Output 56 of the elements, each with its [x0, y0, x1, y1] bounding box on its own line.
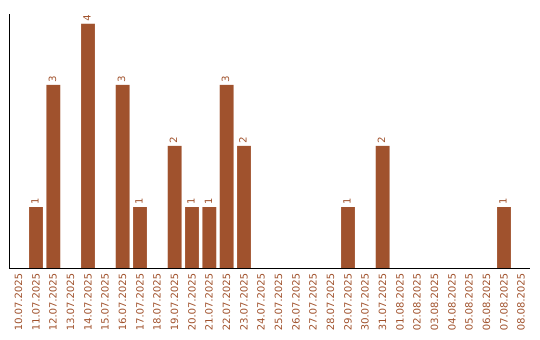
x-tick-label: 29.07.2025: [343, 273, 354, 330]
x-tick-label: 23.07.2025: [239, 273, 250, 330]
bar: [29, 206, 43, 268]
x-tick-label: 16.07.2025: [118, 273, 129, 330]
x-tick-label: 13.07.2025: [66, 273, 77, 330]
x-tick-label: 24.07.2025: [256, 273, 268, 330]
x-tick-label: 03.08.2025: [430, 273, 441, 330]
x-tick-label: 20.07.2025: [187, 273, 198, 330]
bar: [376, 146, 390, 268]
data-label: 1: [204, 198, 215, 204]
x-tick-label: 01.08.2025: [395, 273, 406, 330]
x-tick-label: 06.08.2025: [482, 273, 493, 330]
data-label: 1: [498, 198, 510, 204]
x-tick-label: 15.07.2025: [100, 273, 112, 330]
x-tick-label: 31.07.2025: [378, 273, 389, 330]
bar: [185, 206, 199, 268]
x-tick-label: 27.07.2025: [308, 273, 320, 330]
bar: [81, 24, 95, 268]
data-label: 1: [186, 198, 198, 204]
bar: [133, 206, 147, 268]
x-tick-label: 18.07.2025: [152, 273, 164, 330]
bar: [497, 206, 511, 268]
bar: [116, 84, 130, 268]
bar: [220, 84, 234, 268]
x-tick-label: 10.07.2025: [14, 273, 25, 330]
bar: [341, 206, 355, 268]
x-tick-label: 19.07.2025: [170, 273, 181, 330]
x-tick-label: 04.08.2025: [447, 273, 458, 330]
x-tick-label: 21.07.2025: [204, 273, 216, 330]
data-label: 3: [48, 75, 59, 82]
data-label: 3: [221, 75, 232, 82]
x-tick-label: 05.08.2025: [464, 273, 476, 330]
x-tick-label: 07.08.2025: [499, 273, 510, 330]
x-tick-label: 12.07.2025: [48, 273, 60, 330]
data-label: 3: [117, 75, 128, 82]
data-label: 2: [377, 136, 388, 143]
data-label: 1: [30, 198, 42, 204]
x-tick-label: 17.07.2025: [135, 273, 146, 330]
bar: [46, 84, 60, 268]
bar: [168, 146, 182, 268]
x-tick-label: 11.07.2025: [31, 273, 42, 330]
data-label: 2: [238, 136, 250, 143]
x-tick-label: 28.07.2025: [326, 273, 337, 330]
x-tick-label: 30.07.2025: [360, 273, 372, 330]
x-tick-label: 25.07.2025: [274, 273, 285, 330]
data-label: 2: [169, 136, 180, 143]
x-tick-label: 22.07.2025: [222, 273, 233, 330]
x-tick-label: 08.08.2025: [516, 273, 528, 330]
x-tick-label: 02.08.2025: [412, 273, 424, 330]
x-tick-label: 14.07.2025: [83, 273, 94, 330]
bar: [202, 206, 216, 268]
x-tick-label: 26.07.2025: [291, 273, 302, 330]
bar: [237, 146, 251, 268]
data-label: 1: [342, 198, 354, 204]
data-label: 1: [134, 198, 146, 204]
data-label: 4: [82, 14, 94, 21]
